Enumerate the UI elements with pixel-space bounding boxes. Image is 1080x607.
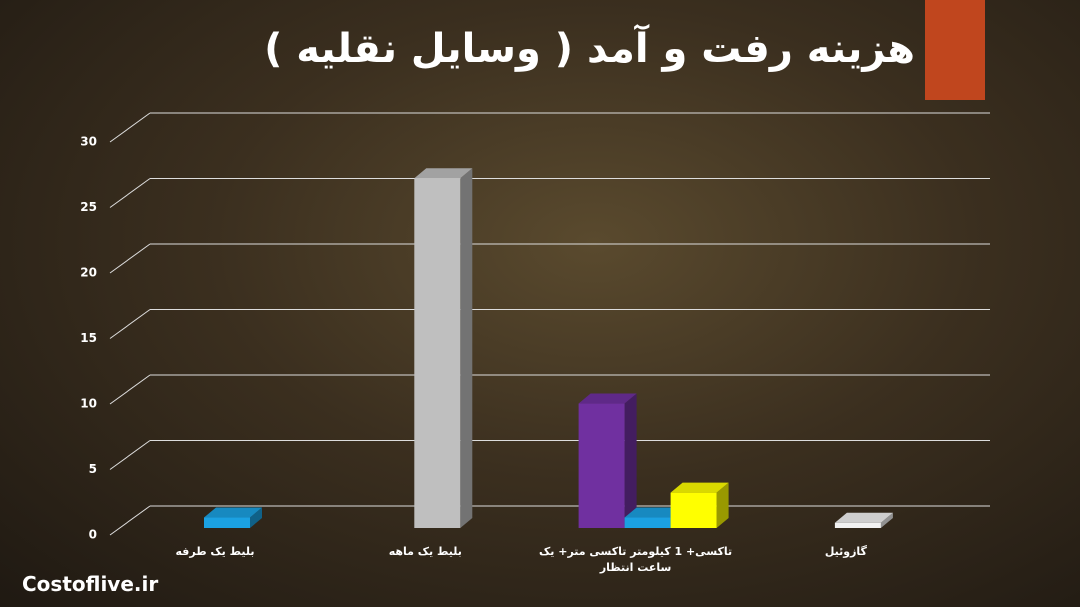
y-tick-label: 30 (80, 135, 97, 149)
bar (834, 522, 881, 528)
bar-top (414, 168, 473, 179)
grid-line-side (109, 243, 151, 274)
bar-top (624, 507, 683, 518)
y-tick-label: 20 (80, 266, 97, 280)
x-tick-label: تاکسی+ 1 کیلومتر تاکسی متر+ یک ساعت انتظ… (539, 545, 733, 574)
bar-side (880, 512, 893, 528)
bar-top (670, 482, 729, 493)
grid-line-side (109, 374, 151, 405)
bar-side (250, 507, 262, 528)
accent-block (925, 0, 985, 100)
chart-title: هزینه رفت و آمد ( وسایل نقلیه ) (264, 26, 915, 72)
bar (204, 517, 250, 528)
grid-line-side (109, 505, 151, 536)
bar-top (204, 507, 262, 518)
bar (670, 492, 717, 528)
y-tick-label: 25 (80, 200, 97, 214)
x-tick-label: بلیط یک طرفه (175, 545, 255, 558)
bar-top (578, 393, 637, 404)
bar-side (460, 168, 473, 529)
bar-side (624, 393, 637, 528)
grid-line-side (109, 440, 151, 470)
grid-line-side (109, 309, 151, 339)
y-tick-label: 15 (80, 331, 97, 345)
y-tick-label: 5 (89, 462, 97, 476)
bar (414, 178, 461, 529)
bar (578, 403, 625, 528)
bar-side (716, 482, 729, 528)
bar-top (834, 512, 893, 523)
bar (624, 517, 671, 528)
x-tick-label: بلیط یک ماهه (388, 545, 462, 558)
grid-line-side (109, 178, 151, 208)
y-tick-label: 10 (80, 397, 97, 411)
x-tick-label: گازوئیل (824, 545, 867, 558)
y-tick-label: 0 (89, 528, 97, 542)
grid-line-side (109, 112, 151, 143)
watermark: Costoflive.ir (22, 572, 159, 596)
